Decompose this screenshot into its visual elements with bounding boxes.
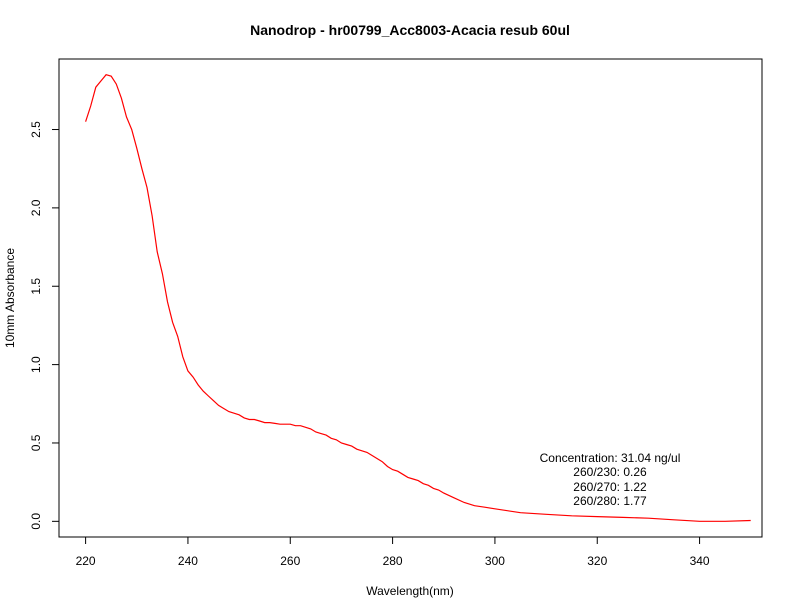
y-axis: 0.0 0.5 1.0 1.5 2.0 2.5 [29, 121, 60, 530]
x-tick-label: 340 [690, 554, 710, 568]
x-tick-label: 240 [178, 554, 198, 568]
x-tick-label: 320 [587, 554, 607, 568]
y-tick-label: 1.0 [29, 356, 43, 373]
x-tick-label: 260 [280, 554, 300, 568]
x-axis-label: Wavelength(nm) [366, 584, 454, 598]
annotation-block: Concentration: 31.04 ng/ul 260/230: 0.26… [540, 451, 681, 508]
y-tick-label: 0.5 [29, 434, 43, 451]
y-tick-label: 0.0 [29, 513, 43, 530]
plot-frame [58, 58, 763, 538]
y-tick-label: 1.5 [29, 278, 43, 295]
x-axis: 220 240 260 280 300 320 340 [76, 536, 710, 568]
x-tick-label: 280 [383, 554, 403, 568]
y-axis-label: 10mm Absorbance [3, 248, 17, 348]
annotation-ratio-260-270: 260/270: 1.22 [573, 480, 647, 494]
annotation-ratio-260-230: 260/230: 0.26 [573, 465, 647, 479]
annotation-ratio-260-280: 260/280: 1.77 [573, 494, 647, 508]
chart-title: Nanodrop - hr00799_Acc8003-Acacia resub … [250, 22, 570, 38]
x-tick-label: 220 [76, 554, 96, 568]
x-tick-label: 300 [485, 554, 505, 568]
series-line [85, 74, 751, 522]
y-tick-label: 2.0 [29, 199, 43, 216]
y-tick-label: 2.5 [29, 121, 43, 138]
annotation-concentration: Concentration: 31.04 ng/ul [540, 451, 681, 465]
